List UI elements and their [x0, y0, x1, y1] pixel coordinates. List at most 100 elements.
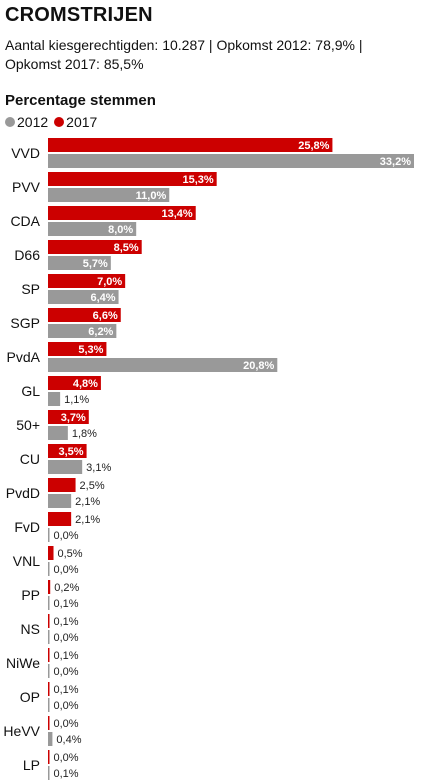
value-label-2012-pvv: 11,0%: [136, 190, 167, 202]
bar-2017-op: [48, 682, 50, 696]
bar-chart: VVD 25,8% 33,2% PVV 15,3% 11,0% CDA 13,4% 8,0% D6…: [3, 138, 414, 780]
bar-2012-cu: [48, 460, 83, 474]
value-label-2017-niwe: 0,1%: [54, 650, 79, 662]
legend-swatch-2012: [5, 117, 15, 127]
category-label-pvda: PvdA: [7, 349, 41, 365]
bar-2012-pvda: [48, 358, 278, 372]
bar-2012-cda: [48, 222, 137, 236]
value-label-2017-ns: 0,1%: [54, 616, 79, 628]
category-label-sgp: SGP: [10, 315, 40, 331]
value-label-2017-pvv: 15,3%: [182, 174, 213, 186]
category-label-cda: CDA: [10, 213, 40, 229]
category-label-vvd: VVD: [11, 145, 40, 161]
value-label-2017-fvd: 2,1%: [75, 514, 100, 526]
value-label-2017-cu: 3,5%: [59, 446, 84, 458]
value-label-2017-sp: 7,0%: [97, 276, 122, 288]
bar-2017-lp: [48, 750, 50, 764]
bar-2017-fvd: [48, 512, 72, 526]
bar-2012-vnl: [48, 562, 50, 576]
bar-2017-sp: [48, 274, 126, 288]
bar-2012-fvd: [48, 528, 50, 542]
value-label-2012-vvd: 33,2%: [380, 156, 411, 168]
category-label-pvv: PVV: [12, 179, 41, 195]
value-label-2017-gl: 4,8%: [73, 378, 98, 390]
bar-2012-pvv: [48, 188, 170, 202]
page-title: CROMSTRIJEN: [5, 4, 153, 26]
bar-2017-pvdd: [48, 478, 76, 492]
value-label-2012-hevv: 0,4%: [56, 734, 81, 746]
bar-2012-vvd: [48, 154, 414, 168]
value-label-2017-pvdd: 2,5%: [80, 480, 105, 492]
value-label-2017-vvd: 25,8%: [298, 140, 329, 152]
bar-2012-ns: [48, 630, 50, 644]
value-label-2017-lp: 0,0%: [54, 752, 79, 764]
legend-label-2017: 2017: [66, 114, 98, 130]
value-label-2012-ns: 0,0%: [54, 632, 79, 644]
bar-2012-d66: [48, 256, 111, 270]
category-label-50: 50+: [16, 417, 40, 433]
value-label-2012-fvd: 0,0%: [54, 530, 79, 542]
value-label-2012-pvdd: 2,1%: [75, 496, 100, 508]
category-label-sp: SP: [21, 281, 40, 297]
category-label-pvdd: PvdD: [6, 485, 40, 501]
value-label-2017-pp: 0,2%: [54, 582, 79, 594]
category-label-pp: PP: [21, 587, 40, 603]
bar-2017-vnl: [48, 546, 54, 560]
value-label-2017-d66: 8,5%: [114, 242, 139, 254]
bar-2017-cu: [48, 444, 87, 458]
category-label-op: OP: [20, 689, 40, 705]
bar-2017-d66: [48, 240, 142, 254]
category-label-hevv: HeVV: [3, 723, 40, 739]
legend-item-2012: 2012: [5, 114, 48, 130]
bar-2012-pvdd: [48, 494, 72, 508]
category-label-vnl: VNL: [13, 553, 40, 569]
value-label-2012-lp: 0,1%: [54, 768, 79, 780]
value-label-2012-sp: 6,4%: [90, 292, 115, 304]
legend-item-2017: 2017: [54, 114, 97, 130]
value-label-2012-cu: 3,1%: [86, 462, 111, 474]
value-label-2012-d66: 5,7%: [83, 258, 108, 270]
category-label-gl: GL: [21, 383, 40, 399]
category-label-cu: CU: [20, 451, 40, 467]
bar-2017-50: [48, 410, 89, 424]
chart-title: Percentage stemmen: [5, 92, 156, 109]
bar-2017-pvv: [48, 172, 217, 186]
bar-2017-vvd: [48, 138, 333, 152]
value-label-2012-vnl: 0,0%: [54, 564, 79, 576]
value-label-2012-sgp: 6,2%: [88, 326, 113, 338]
bar-2017-sgp: [48, 308, 121, 322]
category-label-lp: LP: [23, 757, 40, 773]
bar-2012-gl: [48, 392, 61, 406]
value-label-2012-pvda: 20,8%: [243, 360, 274, 372]
value-label-2012-gl: 1,1%: [64, 394, 89, 406]
value-label-2012-cda: 8,0%: [108, 224, 133, 236]
value-label-2017-pvda: 5,3%: [78, 344, 103, 356]
value-label-2017-sgp: 6,6%: [93, 310, 118, 322]
value-label-2012-niwe: 0,0%: [54, 666, 79, 678]
bar-2012-hevv: [48, 732, 53, 746]
bar-2012-pp: [48, 596, 50, 610]
bar-2012-50: [48, 426, 68, 440]
bar-2017-cda: [48, 206, 196, 220]
value-label-2017-op: 0,1%: [54, 684, 79, 696]
bar-2017-pp: [48, 580, 51, 594]
bar-2012-niwe: [48, 664, 50, 678]
category-label-fvd: FvD: [14, 519, 40, 535]
value-label-2012-pp: 0,1%: [54, 598, 79, 610]
value-label-2017-vnl: 0,5%: [58, 548, 83, 560]
bar-2012-sp: [48, 290, 119, 304]
category-label-d66: D66: [14, 247, 40, 263]
bar-2017-hevv: [48, 716, 50, 730]
category-label-ns: NS: [21, 621, 40, 637]
value-label-2017-cda: 13,4%: [162, 208, 193, 220]
chart-legend: 2012 2017: [5, 114, 103, 130]
bar-2012-op: [48, 698, 50, 712]
value-label-2012-50: 1,8%: [72, 428, 97, 440]
value-label-2017-hevv: 0,0%: [54, 718, 79, 730]
value-label-2012-op: 0,0%: [54, 700, 79, 712]
legend-label-2012: 2012: [17, 114, 49, 130]
bar-2017-niwe: [48, 648, 50, 662]
category-label-niwe: NiWe: [6, 655, 40, 671]
bar-2012-sgp: [48, 324, 117, 338]
value-label-2017-50: 3,7%: [61, 412, 86, 424]
